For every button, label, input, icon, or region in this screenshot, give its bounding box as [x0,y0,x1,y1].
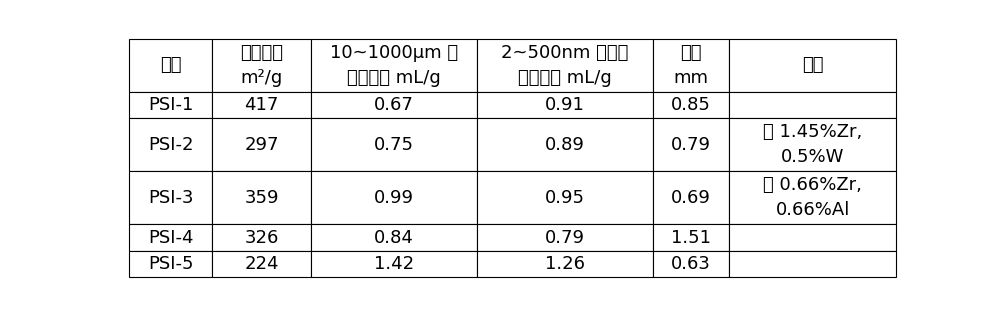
Bar [477,118,653,171]
Text: 10~1000μm 大
孔孔体积 mL/g: 10~1000μm 大 孔孔体积 mL/g [330,44,458,87]
Bar [477,39,653,92]
Bar [311,251,477,277]
Bar [129,171,212,224]
Bar [129,251,212,277]
Text: PSI-1: PSI-1 [148,96,193,114]
Bar [311,118,477,171]
Bar [212,39,311,92]
Text: 0.99: 0.99 [374,189,414,207]
Text: 0.89: 0.89 [545,136,585,154]
Text: 比表面积
m²/g: 比表面积 m²/g [240,44,283,87]
Bar [729,118,896,171]
Text: 0.63: 0.63 [671,255,711,273]
Bar [477,224,653,251]
Bar [477,92,653,118]
Bar [653,39,729,92]
Bar [653,251,729,277]
Bar [653,171,729,224]
Text: 0.95: 0.95 [545,189,585,207]
Bar [311,92,477,118]
Bar [729,224,896,251]
Bar [129,224,212,251]
Bar [729,251,896,277]
Bar [477,251,653,277]
Text: PSI-3: PSI-3 [148,189,193,207]
Bar [212,118,311,171]
Bar [212,224,311,251]
Text: 0.79: 0.79 [545,228,585,247]
Text: 0.91: 0.91 [545,96,585,114]
Text: 备注: 备注 [802,56,823,74]
Text: 224: 224 [244,255,279,273]
Text: 0.79: 0.79 [671,136,711,154]
Text: 1.42: 1.42 [374,255,414,273]
Bar [653,92,729,118]
Text: 0.85: 0.85 [671,96,711,114]
Text: PSI-4: PSI-4 [148,228,193,247]
Bar [129,118,212,171]
Bar [653,118,729,171]
Bar [129,39,212,92]
Text: PSI-2: PSI-2 [148,136,193,154]
Bar [311,224,477,251]
Text: 417: 417 [244,96,279,114]
Text: 壁厚
mm: 壁厚 mm [673,44,708,87]
Bar [311,39,477,92]
Text: 0.84: 0.84 [374,228,414,247]
Bar [653,224,729,251]
Text: 0.75: 0.75 [374,136,414,154]
Text: 1.51: 1.51 [671,228,711,247]
Bar [477,171,653,224]
Bar [729,39,896,92]
Bar [212,171,311,224]
Bar [311,171,477,224]
Text: 2~500nm 亚微米
孔孔体积 mL/g: 2~500nm 亚微米 孔孔体积 mL/g [501,44,629,87]
Text: 0.69: 0.69 [671,189,711,207]
Text: 0.67: 0.67 [374,96,414,114]
Text: 326: 326 [244,228,279,247]
Text: 1.26: 1.26 [545,255,585,273]
Text: 297: 297 [244,136,279,154]
Bar [129,92,212,118]
Bar [729,92,896,118]
Bar [729,171,896,224]
Text: 含 1.45%Zr,
0.5%W: 含 1.45%Zr, 0.5%W [763,123,862,166]
Text: 含 0.66%Zr,
0.66%Al: 含 0.66%Zr, 0.66%Al [763,176,862,219]
Text: 359: 359 [244,189,279,207]
Text: PSI-5: PSI-5 [148,255,193,273]
Bar [212,92,311,118]
Bar [212,251,311,277]
Text: 样品: 样品 [160,56,181,74]
